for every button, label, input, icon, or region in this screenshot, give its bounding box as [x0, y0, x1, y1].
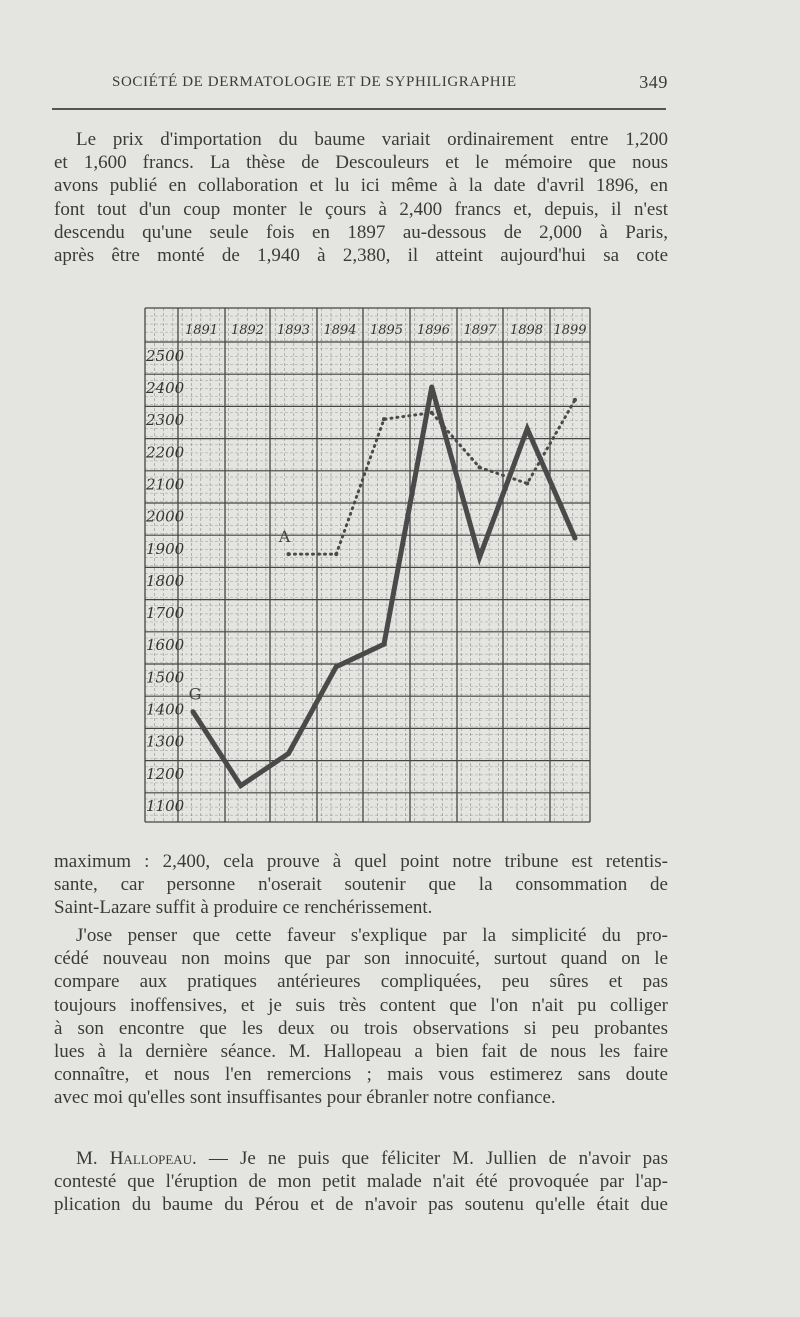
paragraph-1: Le prix d'importation du baume variait o…	[54, 128, 668, 267]
text-line: Le prix d'importation du baume variait o…	[76, 129, 668, 150]
data-point-A	[382, 417, 386, 422]
text-line: avons publié en collaboration et lu ici …	[54, 175, 668, 197]
text-line: maximum : 2,400, cela prouve à quel poin…	[54, 851, 668, 872]
data-point-A	[429, 410, 434, 415]
y-tick-label: 2000	[145, 508, 185, 526]
text-line: à son encontre que les deux ou trois obs…	[54, 1017, 668, 1039]
y-tick-label: 1200	[146, 765, 185, 783]
paragraph-4: M. Hallopeau. — Je ne puis que féliciter…	[54, 1147, 668, 1217]
y-tick-label: 1500	[146, 668, 185, 686]
text-line-rest: — Je ne puis que féliciter M. Jullien de…	[208, 1148, 669, 1169]
data-point-A	[477, 465, 482, 470]
y-tick-label: 1600	[146, 636, 185, 654]
data-point-A	[334, 552, 339, 557]
page-number: 349	[639, 72, 668, 92]
y-tick-label: 1900	[146, 540, 185, 558]
x-tick-label: 1895	[370, 323, 403, 338]
data-point-G	[333, 664, 339, 670]
data-point-G	[381, 641, 387, 647]
x-tick-label: 1897	[463, 323, 497, 338]
y-tick-label: 1100	[146, 797, 185, 815]
data-point-G	[477, 554, 482, 560]
x-tick-label: 1899	[553, 323, 586, 338]
x-tick-label: 1892	[231, 323, 264, 338]
journal-title: SOCIÉTÉ DE DERMATOLOGIE ET DE SYPHILIGRA…	[112, 74, 517, 90]
text-line: contesté que l'éruption de mon petit mal…	[54, 1171, 668, 1193]
y-tick-label: 2300	[145, 411, 185, 429]
text-line: font tout d'un coup monter le çours à 2,…	[54, 198, 668, 220]
text-line: Saint-Lazare suffit à produire ce renché…	[54, 897, 433, 919]
y-tick-label: 2200	[145, 443, 185, 461]
y-tick-label: 1400	[146, 701, 185, 719]
text-line: et 1,600 francs. La thèse de Descouleurs…	[54, 152, 668, 174]
series-line-G	[190, 386, 578, 790]
y-tick-label: 2500	[145, 347, 185, 365]
paragraph-3: J'ose penser que cette faveur s'explique…	[54, 924, 668, 1110]
y-tick-label: 2100	[145, 475, 185, 493]
y-tick-label: 1700	[146, 604, 185, 622]
x-tick-label: 1891	[185, 323, 218, 338]
x-tick-label: 1898	[510, 323, 543, 338]
speaker-name: M. Hallopeau.	[76, 1148, 197, 1169]
data-point-G	[190, 709, 196, 715]
text-line: compare aux pratiques antérieures compli…	[54, 971, 668, 993]
data-point-A	[286, 552, 291, 557]
text-line: sante, car personne n'oserait soutenir q…	[54, 874, 668, 896]
x-tick-label: 1894	[323, 323, 356, 338]
data-point-G	[286, 751, 291, 757]
text-line: cédé nouveau non moins que par son innoc…	[54, 948, 668, 970]
data-point-A	[525, 481, 530, 486]
text-line: M. Hallopeau. — Je ne puis que féliciter…	[54, 1147, 668, 1170]
paragraph-2: maximum : 2,400, cela prouve à quel poin…	[54, 850, 668, 920]
x-tick-label: 1896	[417, 323, 450, 338]
text-line: avec moi qu'elles sont insuffisantes pou…	[54, 1087, 556, 1109]
series-label-G: G	[189, 685, 202, 704]
series-label-A: A	[278, 527, 291, 546]
price-chart: 1891 1892 1893 1894 1895 1896 1897 1898 1899 2500…	[144, 307, 591, 823]
data-point-G	[429, 384, 435, 390]
y-tick-label: 2400	[145, 379, 185, 397]
data-point-G	[238, 783, 244, 789]
header-rule	[52, 108, 666, 110]
text-line: après être monté de 1,940 à 2,380, il at…	[54, 245, 668, 267]
data-point-G	[572, 535, 578, 541]
text-line: connaître, et nous l'en remercions ; mai…	[54, 1064, 668, 1086]
text-line: plication du baume du Pérou et de n'avoi…	[54, 1194, 668, 1216]
y-tick-label: 1300	[146, 733, 185, 751]
text-line: toujours inoffensives, et je suis très c…	[54, 994, 668, 1016]
data-point-A	[573, 397, 577, 402]
text-line: lues à la dernière séance. M. Hallopeau …	[54, 1041, 668, 1063]
text-line: descendu qu'une seule fois en 1897 au-de…	[54, 221, 668, 243]
text-line: J'ose penser que cette faveur s'explique…	[76, 925, 668, 946]
x-tick-label: 1893	[277, 323, 310, 338]
y-tick-label: 1800	[146, 572, 185, 590]
data-point-G	[524, 426, 530, 432]
